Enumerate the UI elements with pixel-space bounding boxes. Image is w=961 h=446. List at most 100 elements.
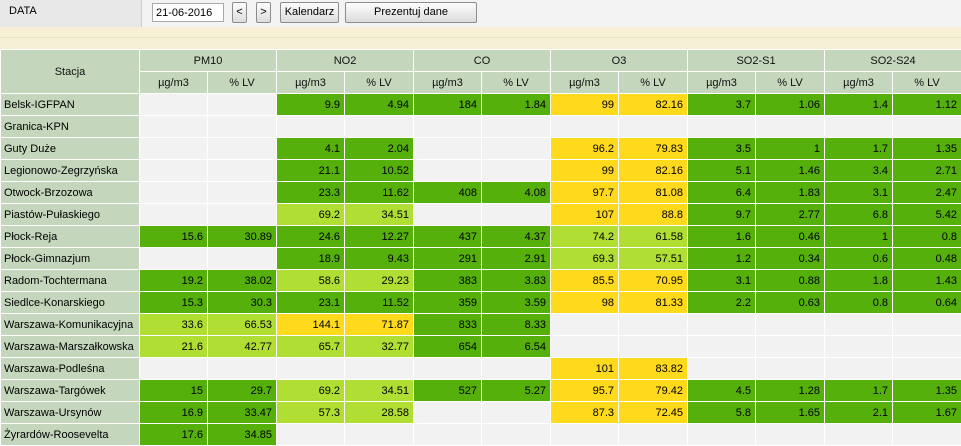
concentration-cell: [688, 424, 756, 446]
concentration-cell: 3.1: [688, 270, 756, 292]
limit-percent-cell: [619, 116, 688, 138]
calendar-button[interactable]: Kalendarz: [280, 2, 339, 23]
limit-percent-cell: [482, 424, 551, 446]
concentration-cell: [551, 424, 619, 446]
concentration-cell: 0.6: [825, 248, 893, 270]
station-name: Piastów-Pułaskiego: [1, 204, 140, 226]
concentration-cell: [277, 424, 345, 446]
station-name: Płock-Reja: [1, 226, 140, 248]
concentration-cell: [414, 116, 482, 138]
concentration-cell: 9.7: [688, 204, 756, 226]
limit-percent-cell: [619, 314, 688, 336]
unit-header: µg/m3: [140, 72, 208, 94]
concentration-cell: 1.7: [825, 380, 893, 402]
concentration-cell: 85.5: [551, 270, 619, 292]
limit-percent-cell: 2.91: [482, 248, 551, 270]
concentration-cell: 6.8: [825, 204, 893, 226]
limit-percent-cell: 34.51: [345, 380, 414, 402]
limit-percent-cell: [893, 424, 961, 446]
limit-percent-cell: 0.88: [756, 270, 825, 292]
limit-percent-cell: 28.58: [345, 402, 414, 424]
concentration-cell: 3.4: [825, 160, 893, 182]
unit-header: µg/m3: [688, 72, 756, 94]
limit-percent-cell: 1.43: [893, 270, 961, 292]
limit-percent-cell: 83.82: [619, 358, 688, 380]
concentration-cell: [688, 314, 756, 336]
concentration-cell: 69.2: [277, 204, 345, 226]
concentration-cell: 23.3: [277, 182, 345, 204]
concentration-cell: [140, 94, 208, 116]
pollutant-header: PM10: [140, 50, 277, 72]
limit-percent-cell: 9.43: [345, 248, 414, 270]
limit-percent-cell: [893, 336, 961, 358]
concentration-cell: [414, 160, 482, 182]
limit-percent-cell: 1: [756, 138, 825, 160]
date-input[interactable]: [152, 3, 224, 22]
concentration-cell: 437: [414, 226, 482, 248]
station-name: Płock-Gimnazjum: [1, 248, 140, 270]
limit-percent-cell: [756, 358, 825, 380]
concentration-cell: [551, 314, 619, 336]
limit-percent-cell: 3.83: [482, 270, 551, 292]
station-name: Warszawa-Targówek: [1, 380, 140, 402]
limit-percent-cell: [756, 116, 825, 138]
concentration-cell: [277, 116, 345, 138]
next-day-button[interactable]: >: [256, 2, 271, 23]
limit-percent-cell: 1.46: [756, 160, 825, 182]
concentration-cell: [825, 116, 893, 138]
separator-band: [0, 27, 961, 49]
limit-percent-cell: 1.65: [756, 402, 825, 424]
concentration-cell: [140, 116, 208, 138]
limit-percent-cell: 6.54: [482, 336, 551, 358]
limit-percent-cell: [482, 138, 551, 160]
limit-percent-header: % LV: [345, 72, 414, 94]
limit-percent-cell: 30.3: [208, 292, 277, 314]
limit-percent-cell: 11.52: [345, 292, 414, 314]
limit-percent-cell: [482, 358, 551, 380]
concentration-cell: 9.9: [277, 94, 345, 116]
limit-percent-cell: 70.95: [619, 270, 688, 292]
concentration-cell: 33.6: [140, 314, 208, 336]
unit-header: µg/m3: [277, 72, 345, 94]
limit-percent-cell: [482, 116, 551, 138]
limit-percent-cell: 2.04: [345, 138, 414, 160]
concentration-cell: 527: [414, 380, 482, 402]
limit-percent-cell: 5.42: [893, 204, 961, 226]
previous-day-button[interactable]: <: [232, 2, 247, 23]
pollutant-header: CO: [414, 50, 551, 72]
concentration-cell: 101: [551, 358, 619, 380]
table-row: Granica-KPN: [1, 116, 961, 138]
limit-percent-cell: 82.16: [619, 94, 688, 116]
limit-percent-cell: 5.27: [482, 380, 551, 402]
concentration-cell: [825, 358, 893, 380]
concentration-cell: 74.2: [551, 226, 619, 248]
limit-percent-cell: 61.58: [619, 226, 688, 248]
pollutant-header: SO2-S1: [688, 50, 825, 72]
limit-percent-cell: 79.83: [619, 138, 688, 160]
concentration-cell: 5.8: [688, 402, 756, 424]
limit-percent-cell: [482, 160, 551, 182]
limit-percent-cell: 71.87: [345, 314, 414, 336]
show-data-button[interactable]: Prezentuj dane: [345, 2, 477, 23]
limit-percent-cell: [208, 160, 277, 182]
limit-percent-cell: 0.46: [756, 226, 825, 248]
concentration-cell: [140, 182, 208, 204]
concentration-cell: 23.1: [277, 292, 345, 314]
limit-percent-cell: 81.08: [619, 182, 688, 204]
limit-percent-cell: 0.48: [893, 248, 961, 270]
limit-percent-cell: [482, 204, 551, 226]
concentration-cell: 15: [140, 380, 208, 402]
limit-percent-cell: [208, 358, 277, 380]
limit-percent-cell: 4.37: [482, 226, 551, 248]
limit-percent-cell: 81.33: [619, 292, 688, 314]
limit-percent-cell: [345, 358, 414, 380]
concentration-cell: [551, 336, 619, 358]
concentration-cell: 87.3: [551, 402, 619, 424]
limit-percent-cell: [208, 204, 277, 226]
limit-percent-cell: [893, 314, 961, 336]
